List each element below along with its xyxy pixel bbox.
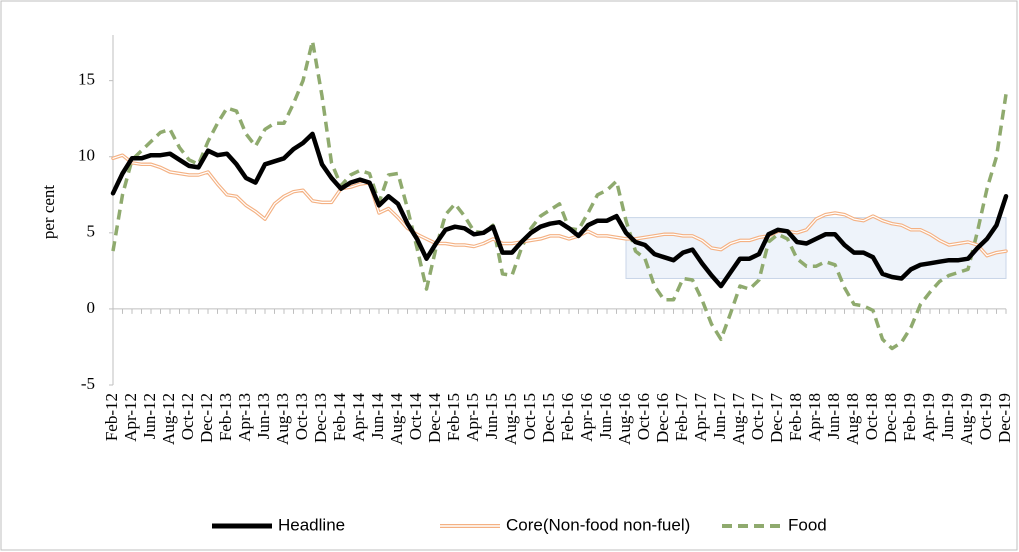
- x-tick-label: Feb-13: [216, 393, 235, 441]
- x-tick-label: Apr-17: [691, 393, 710, 442]
- x-tick-label: Feb-14: [330, 393, 349, 442]
- x-tick-label: Dec-18: [881, 393, 900, 443]
- x-tick-label: Apr-12: [121, 393, 140, 442]
- x-tick-label: Feb-16: [558, 393, 577, 441]
- food-line: [111, 39, 1008, 351]
- legend-label: Headline: [278, 515, 345, 534]
- x-tick-label: Jun-18: [824, 393, 843, 439]
- x-tick-label: Aug-16: [615, 393, 634, 445]
- y-axis-label: per cent: [39, 185, 58, 240]
- x-tick-label: Jun-17: [710, 393, 729, 440]
- x-tick-label: Oct-18: [862, 393, 881, 440]
- x-tick-label: Aug-18: [843, 393, 862, 445]
- x-tick-label: Apr-18: [805, 393, 824, 442]
- x-tick-label: Feb-18: [786, 393, 805, 441]
- x-tick-label: Apr-13: [235, 393, 254, 442]
- x-tick-label: Aug-13: [273, 393, 292, 445]
- x-tick-label: Dec-13: [311, 393, 330, 443]
- y-tick-label: 10: [78, 146, 95, 165]
- x-tick-label: Oct-13: [292, 393, 311, 440]
- legend-label: Core(Non-food non-fuel): [506, 515, 690, 534]
- x-tick-label: Dec-14: [425, 393, 444, 444]
- x-tick-label: Feb-12: [102, 393, 121, 441]
- x-tick-label: Dec-12: [197, 393, 216, 443]
- x-tick-label: Oct-15: [520, 393, 539, 440]
- x-tick-label: Jun-14: [368, 393, 387, 440]
- x-tick-label: Jun-15: [482, 393, 501, 439]
- x-tick-label: Feb-15: [444, 393, 463, 441]
- x-tick-label: Aug-12: [159, 393, 178, 445]
- core-line-inner: [112, 154, 1007, 257]
- x-tick-label: Feb-19: [900, 393, 919, 441]
- x-tick-label: Apr-14: [349, 393, 368, 442]
- target-band: [625, 217, 1007, 279]
- x-tick-label: Aug-15: [501, 393, 520, 445]
- y-tick-label: 0: [87, 298, 96, 317]
- headline-line: [110, 131, 1009, 289]
- x-tick-label: Feb-17: [672, 393, 691, 442]
- x-tick-label: Oct-14: [406, 393, 425, 441]
- x-tick-label: Dec-16: [653, 393, 672, 443]
- x-tick-label: Jun-19: [938, 393, 957, 439]
- x-tick-label: Aug-14: [387, 393, 406, 445]
- x-tick-label: Oct-17: [748, 393, 767, 441]
- legend-label: Food: [788, 515, 827, 534]
- x-tick-label: Jun-13: [254, 393, 273, 439]
- y-tick-label: 15: [78, 70, 95, 89]
- y-tick-label: -5: [81, 374, 95, 393]
- y-tick-label: 5: [87, 222, 96, 241]
- x-tick-label: Jun-16: [596, 393, 615, 439]
- x-tick-label: Dec-17: [767, 393, 786, 444]
- x-tick-label: Dec-19: [995, 393, 1014, 443]
- x-tick-label: Oct-19: [976, 393, 995, 440]
- x-tick-label: Oct-12: [178, 393, 197, 440]
- x-tick-label: Apr-16: [577, 393, 596, 442]
- x-tick-label: Aug-17: [729, 393, 748, 445]
- x-tick-label: Jun-12: [140, 393, 159, 439]
- x-tick-label: Oct-16: [634, 393, 653, 440]
- x-tick-label: Aug-19: [957, 393, 976, 445]
- x-tick-label: Apr-19: [919, 393, 938, 442]
- x-tick-label: Dec-15: [539, 393, 558, 443]
- x-tick-label: Apr-15: [463, 393, 482, 442]
